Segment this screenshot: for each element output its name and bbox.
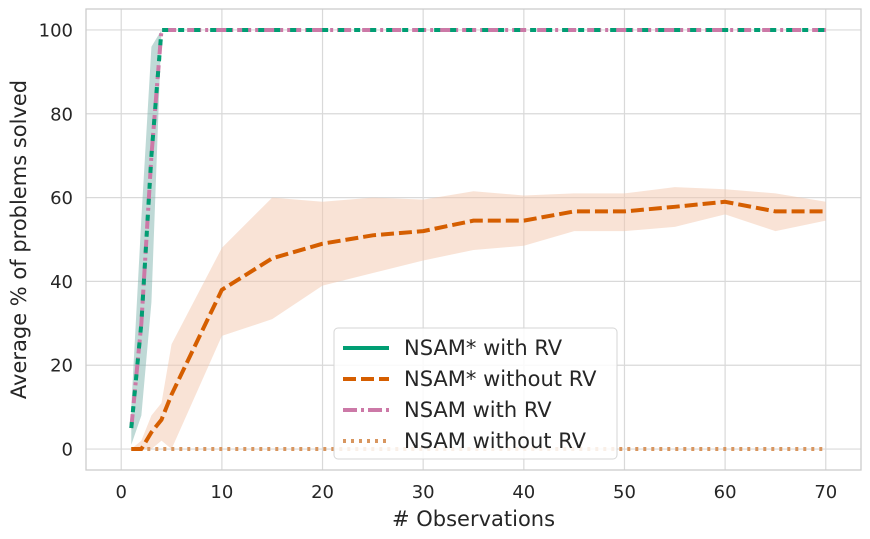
x-tick-label: 40 xyxy=(512,482,535,503)
y-tick-label: 20 xyxy=(50,356,73,377)
tick-labels: 0 10 20 30 40 50 60 70 0 20 40 60 80 100 xyxy=(39,20,838,503)
y-axis-label: Average % of problems solved xyxy=(7,80,31,399)
y-tick-label: 60 xyxy=(50,188,73,209)
x-axis-label: # Observations xyxy=(392,507,555,531)
legend-entry-nsam-star-with-rv: NSAM* with RV xyxy=(404,336,563,360)
x-tick-label: 30 xyxy=(412,482,435,503)
confidence-bands xyxy=(131,29,826,450)
legend-entry-nsam-without-rv: NSAM without RV xyxy=(404,429,587,453)
legend-entry-nsam-star-without-rv: NSAM* without RV xyxy=(404,367,597,391)
x-tick-label: 70 xyxy=(814,482,837,503)
x-tick-label: 0 xyxy=(116,482,127,503)
series-line-nsam-with-rv xyxy=(129,27,826,429)
x-tick-label: 50 xyxy=(613,482,636,503)
series-line-nsam-star-without-rv xyxy=(131,199,826,452)
y-tick-label: 40 xyxy=(50,272,73,293)
legend: NSAM* with RV NSAM* without RV NSAM with… xyxy=(333,327,618,460)
x-tick-label: 60 xyxy=(714,482,737,503)
plot-frame xyxy=(85,8,862,471)
band-nsam-star-without-rv xyxy=(131,187,826,450)
y-tick-label: 100 xyxy=(39,20,73,41)
x-tick-label: 10 xyxy=(210,482,233,503)
x-tick-label: 20 xyxy=(311,482,334,503)
y-tick-label: 80 xyxy=(50,104,73,125)
legend-box xyxy=(333,327,618,460)
y-tick-label: 0 xyxy=(62,440,73,461)
legend-entry-nsam-with-rv: NSAM with RV xyxy=(404,398,552,422)
